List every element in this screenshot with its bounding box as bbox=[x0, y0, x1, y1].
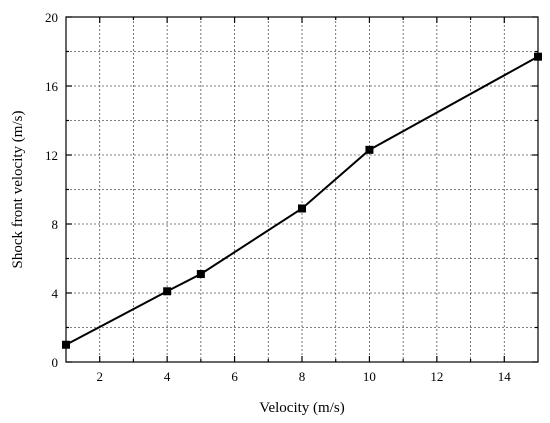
data-point-marker bbox=[196, 270, 205, 279]
x-tick-label: 6 bbox=[231, 369, 238, 384]
data-point-marker bbox=[62, 340, 70, 349]
y-tick-label: 16 bbox=[45, 79, 59, 94]
tick-layer bbox=[66, 16, 538, 363]
y-tick-label: 0 bbox=[52, 355, 59, 370]
grid-layer bbox=[66, 17, 538, 362]
x-tick-label: 4 bbox=[164, 369, 171, 384]
x-tick-label: 12 bbox=[430, 369, 443, 384]
x-tick-label: 10 bbox=[363, 369, 376, 384]
x-axis-title: Velocity (m/s) bbox=[259, 400, 344, 416]
data-point-marker bbox=[534, 52, 542, 61]
x-tick-label: 8 bbox=[299, 369, 306, 384]
x-tick-label: 2 bbox=[96, 369, 103, 384]
y-tick-label: 8 bbox=[52, 217, 59, 232]
data-point-marker bbox=[298, 204, 306, 213]
series-line bbox=[65, 55, 539, 346]
y-axis-title: Shock front velocity (m/s) bbox=[10, 111, 26, 269]
y-tick-label: 4 bbox=[52, 286, 59, 301]
y-tick-label: 12 bbox=[45, 148, 58, 163]
y-tick-label: 20 bbox=[45, 10, 58, 25]
x-tick-label: 14 bbox=[498, 369, 512, 384]
series-layer bbox=[62, 52, 542, 349]
data-point-marker bbox=[365, 145, 374, 154]
data-point-marker bbox=[163, 287, 172, 296]
tick-label-layer: 2 4 6 8 10 12 14 0 4 8 12 16 20 bbox=[45, 10, 511, 384]
